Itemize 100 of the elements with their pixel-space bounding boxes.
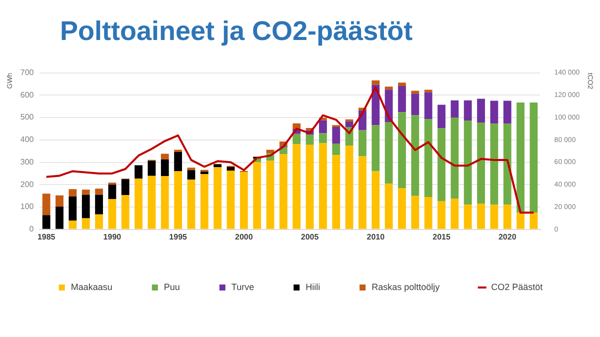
bar — [134, 165, 142, 179]
bar — [424, 90, 432, 92]
bar — [306, 144, 314, 229]
y-tick-label: 500 — [20, 112, 34, 122]
bar — [292, 123, 301, 129]
bar — [306, 134, 314, 145]
bar — [200, 172, 208, 174]
bar — [240, 172, 248, 229]
bar — [424, 119, 432, 197]
bar — [160, 176, 169, 229]
bar — [292, 134, 301, 144]
bar — [226, 170, 235, 229]
legend-label: CO2 Päästöt — [491, 282, 544, 292]
y-tick-label: 200 — [20, 180, 34, 189]
bar — [253, 162, 262, 229]
bar — [332, 143, 340, 156]
bar — [148, 176, 156, 229]
bar — [292, 144, 301, 229]
legend-label: Maakaasu — [70, 282, 112, 292]
legend-label: Hiili — [306, 282, 320, 292]
bar — [384, 122, 393, 184]
bar — [42, 194, 50, 216]
bar — [56, 206, 64, 229]
legend-label: Raskas polttoöljy — [372, 282, 440, 292]
bar — [398, 86, 406, 112]
bar — [148, 160, 156, 176]
bar — [319, 143, 327, 229]
bar — [95, 214, 103, 229]
bar — [450, 118, 459, 199]
bar — [160, 154, 169, 160]
bar — [398, 82, 406, 86]
legend-label: Turve — [231, 282, 254, 292]
bar — [68, 196, 77, 221]
bar — [42, 215, 50, 229]
bar — [108, 198, 116, 229]
bar — [174, 171, 182, 229]
bar — [187, 180, 196, 229]
bar — [319, 120, 327, 134]
bar — [477, 122, 485, 204]
x-tick-label: 2020 — [498, 232, 517, 242]
bar — [279, 154, 288, 229]
bar — [490, 204, 498, 229]
bar — [160, 159, 169, 176]
bar — [214, 167, 222, 229]
x-tick-label: 1990 — [103, 232, 122, 242]
bar — [411, 90, 420, 94]
bar — [95, 188, 103, 195]
bar — [530, 102, 538, 213]
bar — [503, 204, 512, 229]
x-tick-label: 2015 — [432, 232, 451, 242]
bar — [450, 100, 459, 118]
bar — [530, 212, 538, 229]
bar — [411, 115, 420, 196]
x-tick-label: 1985 — [37, 232, 56, 242]
bar — [516, 212, 524, 229]
x-tick-label: 2010 — [366, 232, 386, 242]
bar — [68, 220, 77, 229]
x-tick-label: 1995 — [169, 232, 188, 242]
bar — [450, 198, 459, 229]
bar — [372, 80, 380, 85]
bar — [411, 94, 420, 116]
bar — [174, 152, 182, 172]
bar — [477, 98, 485, 122]
bar — [464, 120, 472, 205]
chart-title: Polttoaineet ja CO2-päästöt — [60, 16, 413, 47]
y-tick-label: 400 — [20, 135, 34, 144]
bar — [121, 179, 130, 195]
bar — [424, 196, 432, 229]
bar — [121, 194, 130, 229]
bar — [384, 184, 393, 229]
bar — [516, 102, 524, 213]
bar — [438, 128, 446, 201]
bar — [398, 112, 406, 188]
bar — [332, 126, 340, 144]
bar — [372, 171, 380, 229]
bar — [358, 130, 366, 156]
x-tick-label: 2000 — [235, 232, 254, 242]
bar — [477, 203, 485, 229]
y-tick-label: 700 — [20, 68, 34, 78]
bar — [134, 178, 142, 229]
bar — [200, 174, 208, 229]
bar — [332, 155, 340, 229]
bar — [56, 195, 64, 207]
bar — [398, 188, 406, 229]
y-tick-label: 300 — [20, 157, 34, 166]
bar — [438, 104, 446, 128]
bar — [345, 146, 354, 229]
bar — [187, 168, 196, 170]
bar — [319, 133, 327, 144]
bar — [108, 184, 116, 199]
bar — [95, 194, 103, 214]
bar — [490, 124, 498, 205]
legend-label: Puu — [164, 282, 180, 292]
bar — [490, 100, 498, 124]
y-tick-label: 0 — [29, 224, 34, 234]
bar — [424, 92, 432, 120]
bar — [82, 190, 90, 195]
bar — [384, 86, 393, 90]
x-tick-label: 2005 — [300, 232, 320, 242]
bar — [464, 100, 472, 120]
